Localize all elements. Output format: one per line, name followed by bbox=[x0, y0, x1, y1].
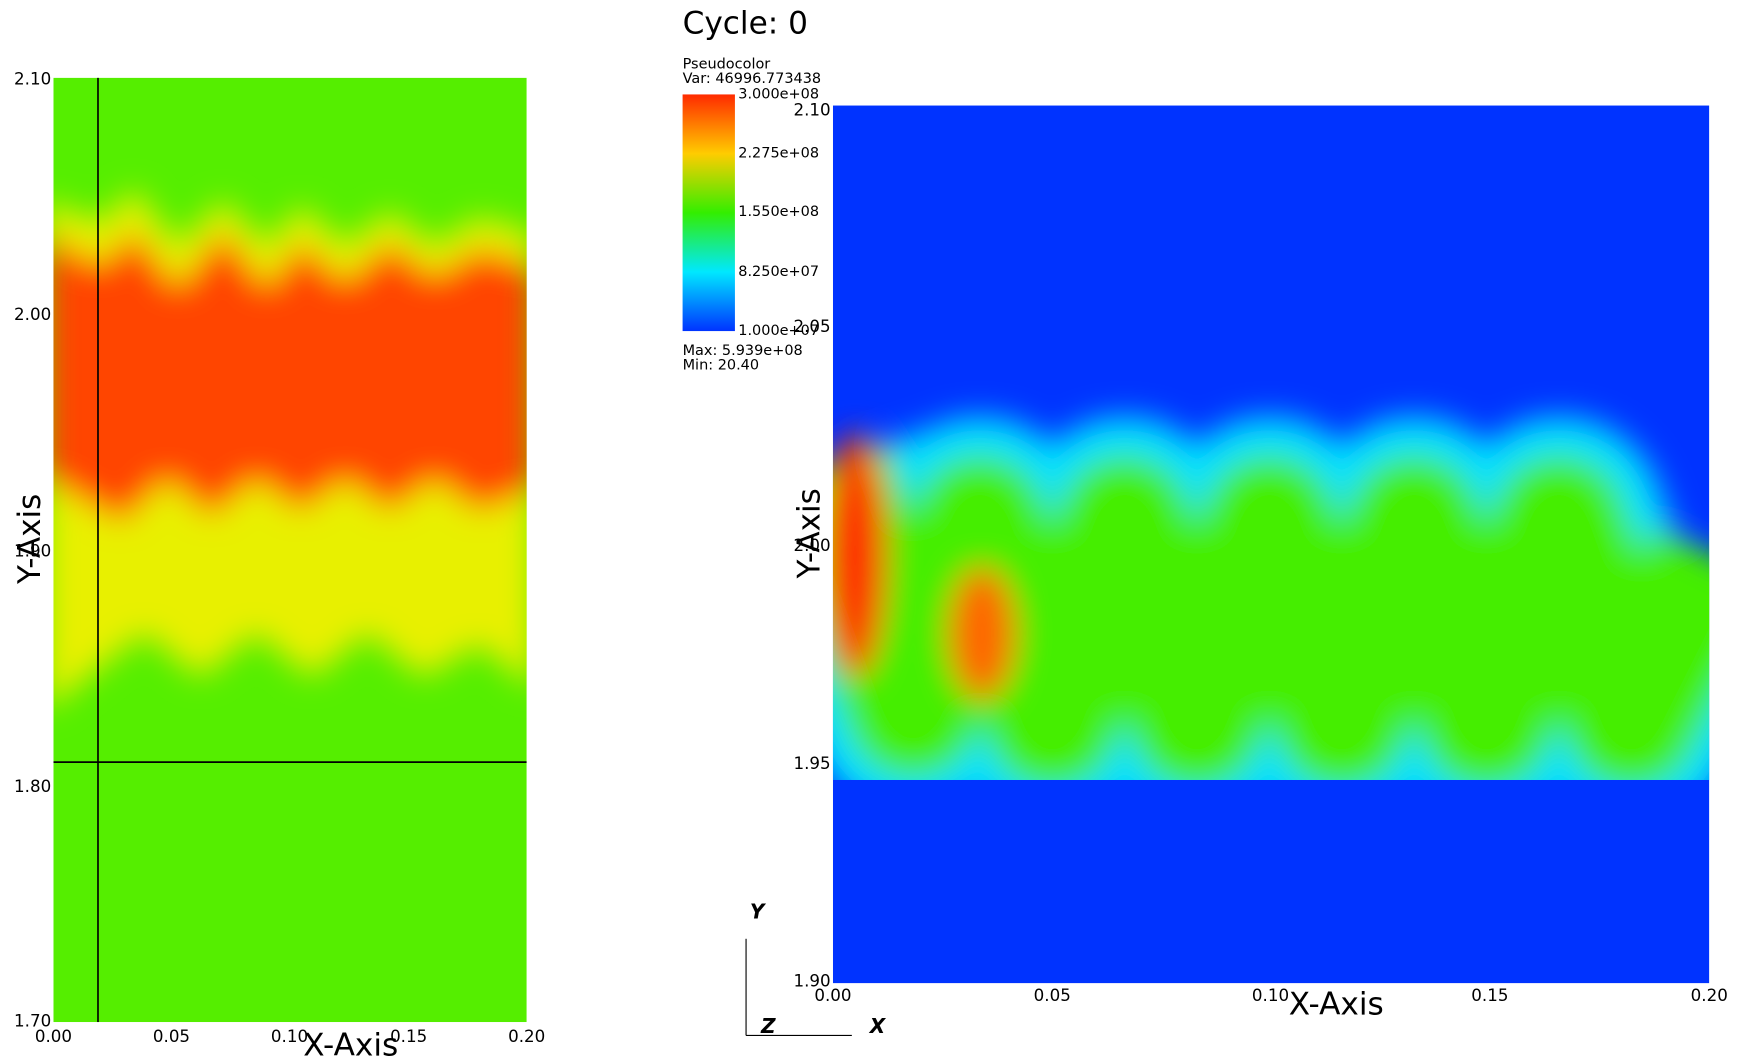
x-tick-label: 0.10 bbox=[271, 1027, 308, 1046]
x-tick-label: 0.05 bbox=[153, 1027, 190, 1046]
legend-label: 8.250e+07 bbox=[738, 264, 819, 280]
x-tick-label: 0.20 bbox=[1691, 986, 1728, 1005]
y-tick-label: 1.90 bbox=[794, 972, 831, 991]
triad-label: Z bbox=[760, 1014, 776, 1038]
x-tick-label: 0.05 bbox=[1034, 986, 1071, 1005]
right-axes: Cycle: 0 Pseudocolor Var: 46996.773438 3… bbox=[683, 5, 1728, 1038]
legend-label: 1.000e+07 bbox=[738, 323, 819, 339]
right-field bbox=[832, 105, 1710, 984]
title: Cycle: 0 bbox=[683, 5, 808, 41]
legend-label: 2.275e+08 bbox=[738, 145, 819, 161]
y-tick-label: 2.00 bbox=[794, 536, 831, 555]
x-tick-label: 0.10 bbox=[1252, 986, 1289, 1005]
x-title: X-Axis bbox=[303, 1028, 398, 1061]
legend-max: Max: 5.939e+08 bbox=[683, 343, 803, 359]
y-tick-label: 1.95 bbox=[794, 754, 831, 773]
triad-label: X bbox=[868, 1014, 887, 1038]
left-field bbox=[53, 77, 527, 1023]
y-tick-label: 2.05 bbox=[794, 317, 831, 336]
x-tick-label: 0.00 bbox=[814, 986, 851, 1005]
x-tick-label: 0.00 bbox=[35, 1027, 72, 1046]
y-tick-label: 2.10 bbox=[794, 101, 831, 120]
legend-min: Min: 20.40 bbox=[683, 358, 759, 374]
y-tick-label: 2.00 bbox=[14, 305, 51, 324]
y-title: Y-Axis bbox=[12, 494, 48, 585]
legend-var: Var: 46996.773438 bbox=[683, 71, 822, 87]
y-tick-label: 1.70 bbox=[14, 1012, 51, 1031]
y-tick-label: 1.80 bbox=[14, 777, 51, 796]
y-tick-label: 2.10 bbox=[14, 70, 51, 89]
y-title: Y-Axis bbox=[792, 488, 828, 579]
x-tick-label: 0.15 bbox=[1471, 986, 1508, 1005]
legend-plot: Pseudocolor bbox=[683, 56, 771, 72]
triad-label: Y bbox=[750, 900, 767, 924]
colorbar bbox=[682, 94, 735, 332]
left-axes: 2.10 2.00 1.90 1.80 1.70 0.00 0.05 0.10 … bbox=[12, 70, 545, 1061]
y-tick-label: 1.90 bbox=[14, 542, 51, 561]
x-title: X-Axis bbox=[1289, 986, 1384, 1022]
legend-label: 1.550e+08 bbox=[738, 204, 819, 220]
x-tick-label: 0.20 bbox=[508, 1027, 545, 1046]
x-tick-label: 0.15 bbox=[390, 1027, 427, 1046]
legend-label: 3.000e+08 bbox=[738, 86, 819, 102]
